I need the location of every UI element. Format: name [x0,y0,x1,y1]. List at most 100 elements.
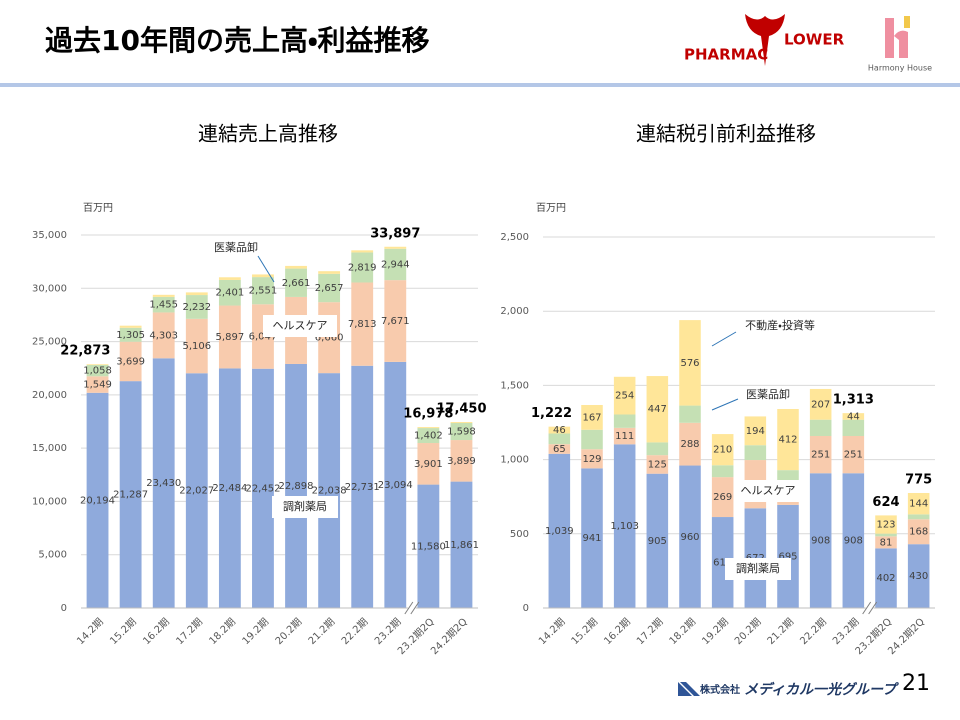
bar-segment [809,473,832,608]
logo-text: Harmony House [868,64,932,73]
bar-segment [152,294,175,297]
value-label: 22,484 [212,483,247,494]
y-unit: 百万円 [536,202,566,214]
x-tick-label: 19.2期 [700,616,731,647]
value-label: 20,194 [80,495,115,506]
x-tick-label: 22.2期 [339,616,370,647]
bar-segment [907,514,930,520]
value-label: 168 [909,527,928,538]
bar-segment [646,442,669,456]
bar-segment [777,408,799,471]
bar-segment [842,473,865,608]
value-label: 5,897 [216,332,245,343]
value-label: 269 [713,492,732,503]
bar-segment [744,416,767,446]
bar-segment [679,320,701,406]
bar-segment [86,365,109,377]
value-label: 123 [876,520,895,531]
bar-segment [86,376,109,393]
bar-segment [351,282,374,366]
bar-segment [218,277,241,280]
bar-segment [384,361,407,608]
bar-segment [679,422,701,466]
value-label: 207 [811,399,830,410]
value-label: 44 [847,411,860,422]
bar-segment [285,265,307,269]
bar-segment [581,429,603,450]
bar-segment [809,388,832,420]
bar-segment [86,364,109,366]
x-tick-label: 18.2期 [207,616,238,647]
bar-segment [185,373,208,608]
y-tick-label: 0 [523,603,529,614]
x-tick-label: 17.2期 [634,616,665,647]
value-label: 2,551 [249,286,278,297]
x-tick-label: 20.2期 [732,616,763,647]
bar-segment [252,277,274,305]
value-label: 144 [909,499,928,510]
value-label: 11,861 [444,540,479,551]
slide-title: 過去10年間の売上高・利益推移 [45,24,430,57]
bar-segment [548,444,571,454]
logo-text: PHARMAC [684,46,768,64]
value-label: 22,038 [312,486,347,497]
bar-segment [548,426,571,434]
bar-segment [450,422,473,424]
callout-leader [711,398,739,411]
bar-segment [907,492,930,515]
series-callout: 不動産・投資等 [745,318,815,332]
x-tick-label: 21.2期 [306,616,337,647]
value-label: 254 [615,391,634,402]
bar-segment [842,419,865,437]
value-label: 23,430 [146,478,181,489]
x-tick-label: 16.2期 [602,616,633,647]
value-label: 22,452 [245,483,280,494]
bar-segment [384,246,407,249]
bar-segment [907,519,930,545]
header-rule [0,83,960,87]
bar-segment [285,268,307,297]
x-tick-label: 24.2期2Q [428,616,469,657]
bar-segment [875,536,897,549]
series-callout: 医薬品卸 [746,387,790,401]
value-label: 1,058 [83,366,112,377]
value-label: 167 [582,412,601,423]
bar-segment [318,271,341,274]
y-tick-label: 500 [510,529,529,540]
bar-segment [548,433,571,445]
total-label: 775 [905,472,932,487]
bar-segment [613,444,636,608]
value-label: 613 [713,558,732,569]
y-tick-label: 20,000 [32,390,67,401]
axis-break-gap [407,602,416,614]
bar-segment [809,419,832,437]
bar-segment [842,436,865,474]
x-tick-label: 16.2期 [141,616,172,647]
value-label: 908 [844,536,863,547]
total-label: 33,897 [370,226,420,241]
bar-segment [809,436,832,474]
value-label: 6,660 [315,333,344,344]
series-callout: 医薬品卸 [214,240,258,254]
value-label: 6,047 [249,332,278,343]
value-label: 21,287 [113,490,148,501]
bar-segment [907,544,930,608]
series-callout: ヘルスケア [741,484,796,497]
value-label: 251 [844,450,863,461]
footer-company-prefix: 株式会社 [700,683,740,696]
series-callout: ヘルスケア [273,319,328,332]
x-tick-label: 20.2期 [273,616,304,647]
y-tick-label: 35,000 [32,230,67,241]
x-tick-label: 23.2期 [372,616,403,647]
bar-segment [875,548,897,608]
value-label: 194 [746,426,765,437]
callout-box [735,480,801,502]
series-callout: 調剤薬局 [736,562,780,575]
bar-segment [875,533,897,537]
value-label: 81 [880,537,893,548]
y-tick-label: 5,000 [38,550,67,561]
total-label: 624 [872,495,899,510]
bar-segment [119,325,142,328]
callout-leader [711,331,737,347]
bar-segment [351,365,374,608]
